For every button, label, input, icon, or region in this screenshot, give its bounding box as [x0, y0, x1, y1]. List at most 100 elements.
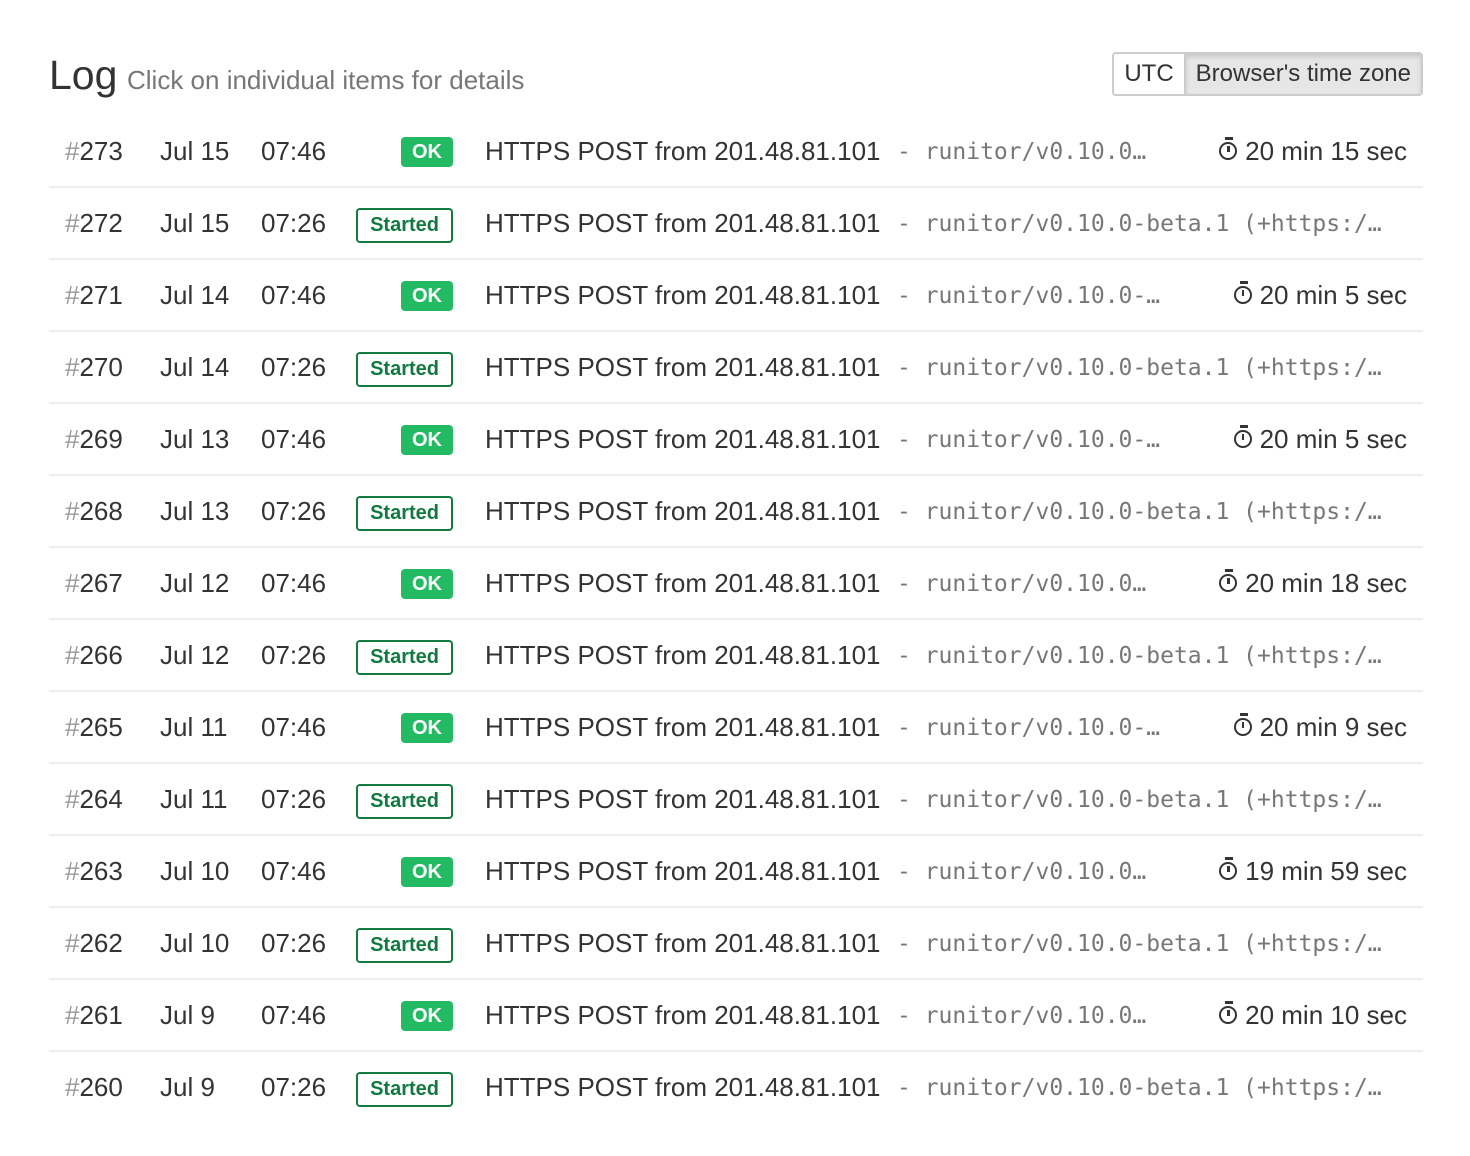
event-number: #269 [65, 424, 123, 455]
stopwatch-icon [1219, 1001, 1238, 1024]
event-number: #271 [65, 280, 123, 311]
user-agent: - runitor/v0.10.0… [897, 859, 1147, 885]
event-date: Jul 15 [160, 136, 230, 166]
hash-sign: # [65, 856, 80, 886]
event-date: Jul 14 [160, 352, 230, 382]
event-number: #266 [65, 640, 123, 671]
log-row[interactable]: #273 Jul 15 07:46 OK HTTPS POST from 201… [49, 116, 1423, 188]
hash-sign: # [65, 568, 80, 598]
user-agent: - runitor/v0.10.0-beta.1 (+https:/… [897, 355, 1382, 381]
page-title: Log [49, 52, 118, 98]
timezone-toggle: UTC Browser's time zone [1112, 52, 1423, 96]
user-agent: - runitor/v0.10.0-beta.1 (+https:/… [897, 1075, 1382, 1101]
stopwatch-icon [1233, 281, 1252, 304]
log-row[interactable]: #267 Jul 12 07:46 OK HTTPS POST from 201… [49, 548, 1423, 620]
log-row[interactable]: #269 Jul 13 07:46 OK HTTPS POST from 201… [49, 404, 1423, 476]
user-agent: - runitor/v0.10.0-beta.1 (+https:/… [897, 643, 1382, 669]
event-number: #268 [65, 496, 123, 527]
log-row[interactable]: #270 Jul 14 07:26 Started HTTPS POST fro… [49, 332, 1423, 404]
event-message: HTTPS POST from 201.48.81.101 [485, 1072, 881, 1102]
log-row[interactable]: #263 Jul 10 07:46 OK HTTPS POST from 201… [49, 836, 1423, 908]
status-badge: Started [356, 208, 453, 243]
status-badge: OK [401, 137, 453, 167]
log-row[interactable]: #262 Jul 10 07:26 Started HTTPS POST fro… [49, 908, 1423, 980]
hash-sign: # [65, 352, 80, 382]
event-time: 07:26 [261, 784, 327, 814]
event-message: HTTPS POST from 201.48.81.101 [485, 856, 881, 886]
log-row[interactable]: #264 Jul 11 07:26 Started HTTPS POST fro… [49, 764, 1423, 836]
event-number: #267 [65, 568, 123, 599]
status-badge: Started [356, 928, 453, 963]
duration-text: 20 min 5 sec [1259, 424, 1407, 454]
stopwatch-icon [1219, 569, 1238, 592]
user-agent: - runitor/v0.10.0… [897, 1003, 1147, 1029]
log-row[interactable]: #272 Jul 15 07:26 Started HTTPS POST fro… [49, 188, 1423, 260]
event-date: Jul 14 [160, 280, 230, 310]
event-date: Jul 12 [160, 640, 230, 670]
event-time: 07:46 [261, 856, 327, 886]
log-header: Log Click on individual items for detail… [49, 50, 1423, 110]
event-message: HTTPS POST from 201.48.81.101 [485, 280, 881, 310]
hash-sign: # [65, 136, 80, 166]
event-number: #260 [65, 1072, 123, 1103]
log-row[interactable]: #271 Jul 14 07:46 OK HTTPS POST from 201… [49, 260, 1423, 332]
event-message: HTTPS POST from 201.48.81.101 [485, 784, 881, 814]
hash-sign: # [65, 1072, 80, 1102]
duration: 20 min 18 sec [1219, 568, 1407, 599]
event-date: Jul 11 [160, 712, 228, 742]
hash-sign: # [65, 208, 80, 238]
duration-text: 20 min 18 sec [1245, 568, 1407, 598]
event-time: 07:46 [261, 424, 327, 454]
log-row[interactable]: #260 Jul 9 07:26 Started HTTPS POST from… [49, 1052, 1423, 1122]
event-time: 07:46 [261, 280, 327, 310]
event-time: 07:26 [261, 496, 327, 526]
event-number-value: 265 [79, 712, 123, 742]
log-row[interactable]: #268 Jul 13 07:26 Started HTTPS POST fro… [49, 476, 1423, 548]
status-badge: Started [356, 352, 453, 387]
event-date: Jul 11 [160, 784, 228, 814]
log-row[interactable]: #265 Jul 11 07:46 OK HTTPS POST from 201… [49, 692, 1423, 764]
event-number: #261 [65, 1000, 123, 1031]
stopwatch-icon [1233, 713, 1252, 736]
event-number-value: 268 [79, 496, 123, 526]
duration: 20 min 10 sec [1219, 1000, 1407, 1031]
duration-text: 20 min 9 sec [1259, 712, 1407, 742]
event-number: #263 [65, 856, 123, 887]
user-agent: - runitor/v0.10.0-beta.1 (+https:/… [897, 931, 1382, 957]
log-row[interactable]: #261 Jul 9 07:46 OK HTTPS POST from 201.… [49, 980, 1423, 1052]
event-number-value: 272 [79, 208, 123, 238]
duration: 20 min 9 sec [1233, 712, 1407, 743]
duration: 19 min 59 sec [1219, 856, 1407, 887]
user-agent: - runitor/v0.10.0… [897, 139, 1147, 165]
event-number-value: 262 [79, 928, 123, 958]
event-number-value: 263 [79, 856, 123, 886]
user-agent: - runitor/v0.10.0-beta.1 (+https:/… [897, 787, 1382, 813]
event-number: #265 [65, 712, 123, 743]
event-number-value: 271 [79, 280, 123, 310]
event-number-value: 269 [79, 424, 123, 454]
browser-timezone-button[interactable]: Browser's time zone [1185, 54, 1421, 94]
event-number-value: 260 [79, 1072, 123, 1102]
event-date: Jul 10 [160, 856, 230, 886]
event-date: Jul 13 [160, 496, 230, 526]
duration-text: 20 min 15 sec [1245, 136, 1407, 166]
event-message: HTTPS POST from 201.48.81.101 [485, 136, 881, 166]
event-time: 07:46 [261, 1000, 327, 1030]
event-time: 07:26 [261, 352, 327, 382]
duration: 20 min 15 sec [1219, 136, 1407, 167]
event-time: 07:26 [261, 1072, 327, 1102]
hash-sign: # [65, 784, 80, 814]
event-number-value: 264 [79, 784, 123, 814]
event-time: 07:46 [261, 568, 327, 598]
event-message: HTTPS POST from 201.48.81.101 [485, 928, 881, 958]
status-badge: OK [401, 857, 453, 887]
duration-text: 20 min 5 sec [1259, 280, 1407, 310]
hash-sign: # [65, 640, 80, 670]
utc-button[interactable]: UTC [1114, 54, 1186, 94]
event-date: Jul 12 [160, 568, 230, 598]
log-row[interactable]: #266 Jul 12 07:26 Started HTTPS POST fro… [49, 620, 1423, 692]
hash-sign: # [65, 928, 80, 958]
hash-sign: # [65, 424, 80, 454]
event-date: Jul 13 [160, 424, 230, 454]
